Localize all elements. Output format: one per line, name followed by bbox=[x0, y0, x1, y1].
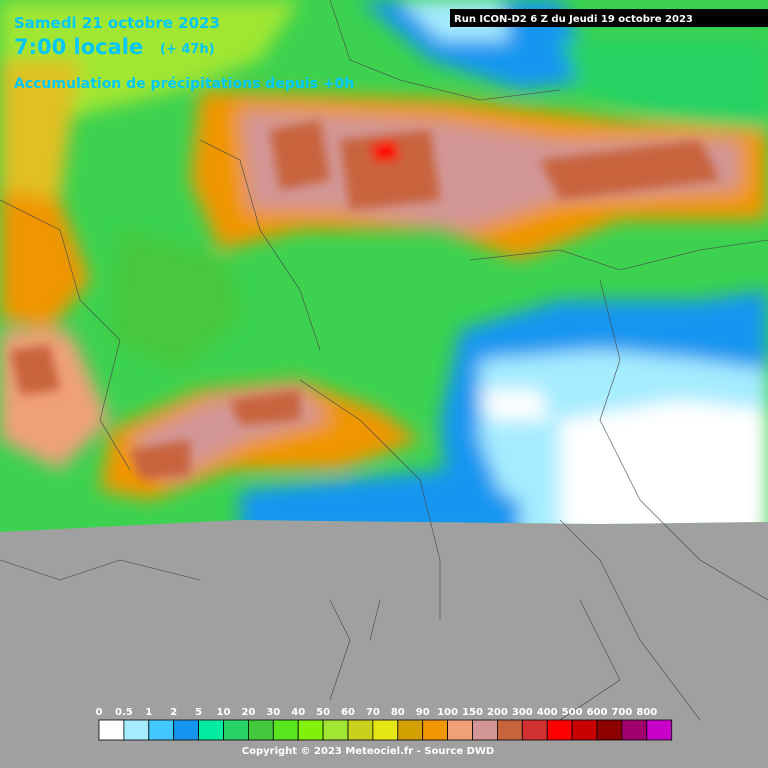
run-info: Run ICON-D2 6 Z du Jeudi 19 octobre 2023 bbox=[454, 14, 693, 25]
legend-swatch bbox=[596, 719, 623, 741]
legend-label: 700 bbox=[611, 707, 632, 718]
legend-swatch bbox=[621, 719, 648, 741]
legend-label: 0 bbox=[96, 707, 103, 718]
legend-label: 5 bbox=[195, 707, 202, 718]
legend-label: 300 bbox=[512, 707, 533, 718]
legend-swatch bbox=[148, 719, 175, 741]
product-title: Accumulation de précipitations depuis +0… bbox=[14, 76, 354, 92]
legend-label: 10 bbox=[217, 707, 231, 718]
forecast-date: Samedi 21 octobre 2023 bbox=[14, 14, 220, 32]
legend-swatch bbox=[198, 719, 224, 741]
legend-swatch bbox=[372, 719, 399, 741]
legend-label: 80 bbox=[391, 707, 405, 718]
legend-swatch bbox=[247, 719, 274, 741]
legend-swatch bbox=[272, 719, 299, 741]
legend-swatch bbox=[347, 719, 374, 741]
legend-swatch bbox=[397, 719, 424, 741]
legend-label: 100 bbox=[437, 707, 458, 718]
legend-label: 1 bbox=[145, 707, 152, 718]
legend-label: 400 bbox=[537, 707, 558, 718]
legend-label: 30 bbox=[266, 707, 280, 718]
run-banner bbox=[450, 9, 768, 27]
borders bbox=[0, 0, 768, 721]
legend-swatch bbox=[496, 719, 523, 741]
legend-swatch bbox=[447, 719, 473, 741]
legend-label: 20 bbox=[241, 707, 255, 718]
legend-label: 0.5 bbox=[115, 707, 133, 718]
legend-swatch bbox=[322, 719, 349, 741]
legend-swatch bbox=[521, 719, 548, 741]
legend-label: 70 bbox=[366, 707, 380, 718]
precipitation-field bbox=[0, 0, 768, 532]
legend-label: 90 bbox=[416, 707, 430, 718]
legend-label: 800 bbox=[636, 707, 657, 718]
legend-swatch bbox=[123, 719, 150, 741]
legend-label: 600 bbox=[587, 707, 608, 718]
legend-swatch bbox=[297, 719, 324, 741]
forecast-time: 7:00 locale bbox=[14, 35, 143, 59]
legend-swatch bbox=[472, 719, 498, 741]
legend-label: 200 bbox=[487, 707, 508, 718]
legend-label: 2 bbox=[170, 707, 177, 718]
legend: 0 0.5 1 2 5 10 20 30 40 50 60 70 80 90 100 150 200 300 400… bbox=[96, 707, 673, 741]
legend-label: 150 bbox=[462, 707, 483, 718]
legend-swatch bbox=[98, 719, 125, 741]
forecast-offset: (+ 47h) bbox=[160, 42, 215, 57]
legend-label: 500 bbox=[562, 707, 583, 718]
legend-label: 60 bbox=[341, 707, 355, 718]
legend-swatch bbox=[646, 719, 673, 741]
legend-label: 50 bbox=[316, 707, 330, 718]
legend-swatch bbox=[546, 719, 573, 741]
legend-swatch bbox=[422, 719, 449, 741]
legend-swatch bbox=[223, 719, 249, 741]
legend-swatch bbox=[173, 719, 199, 741]
legend-swatch bbox=[571, 719, 598, 741]
legend-label: 40 bbox=[291, 707, 305, 718]
copyright: Copyright © 2023 Meteociel.fr - Source D… bbox=[242, 746, 494, 757]
